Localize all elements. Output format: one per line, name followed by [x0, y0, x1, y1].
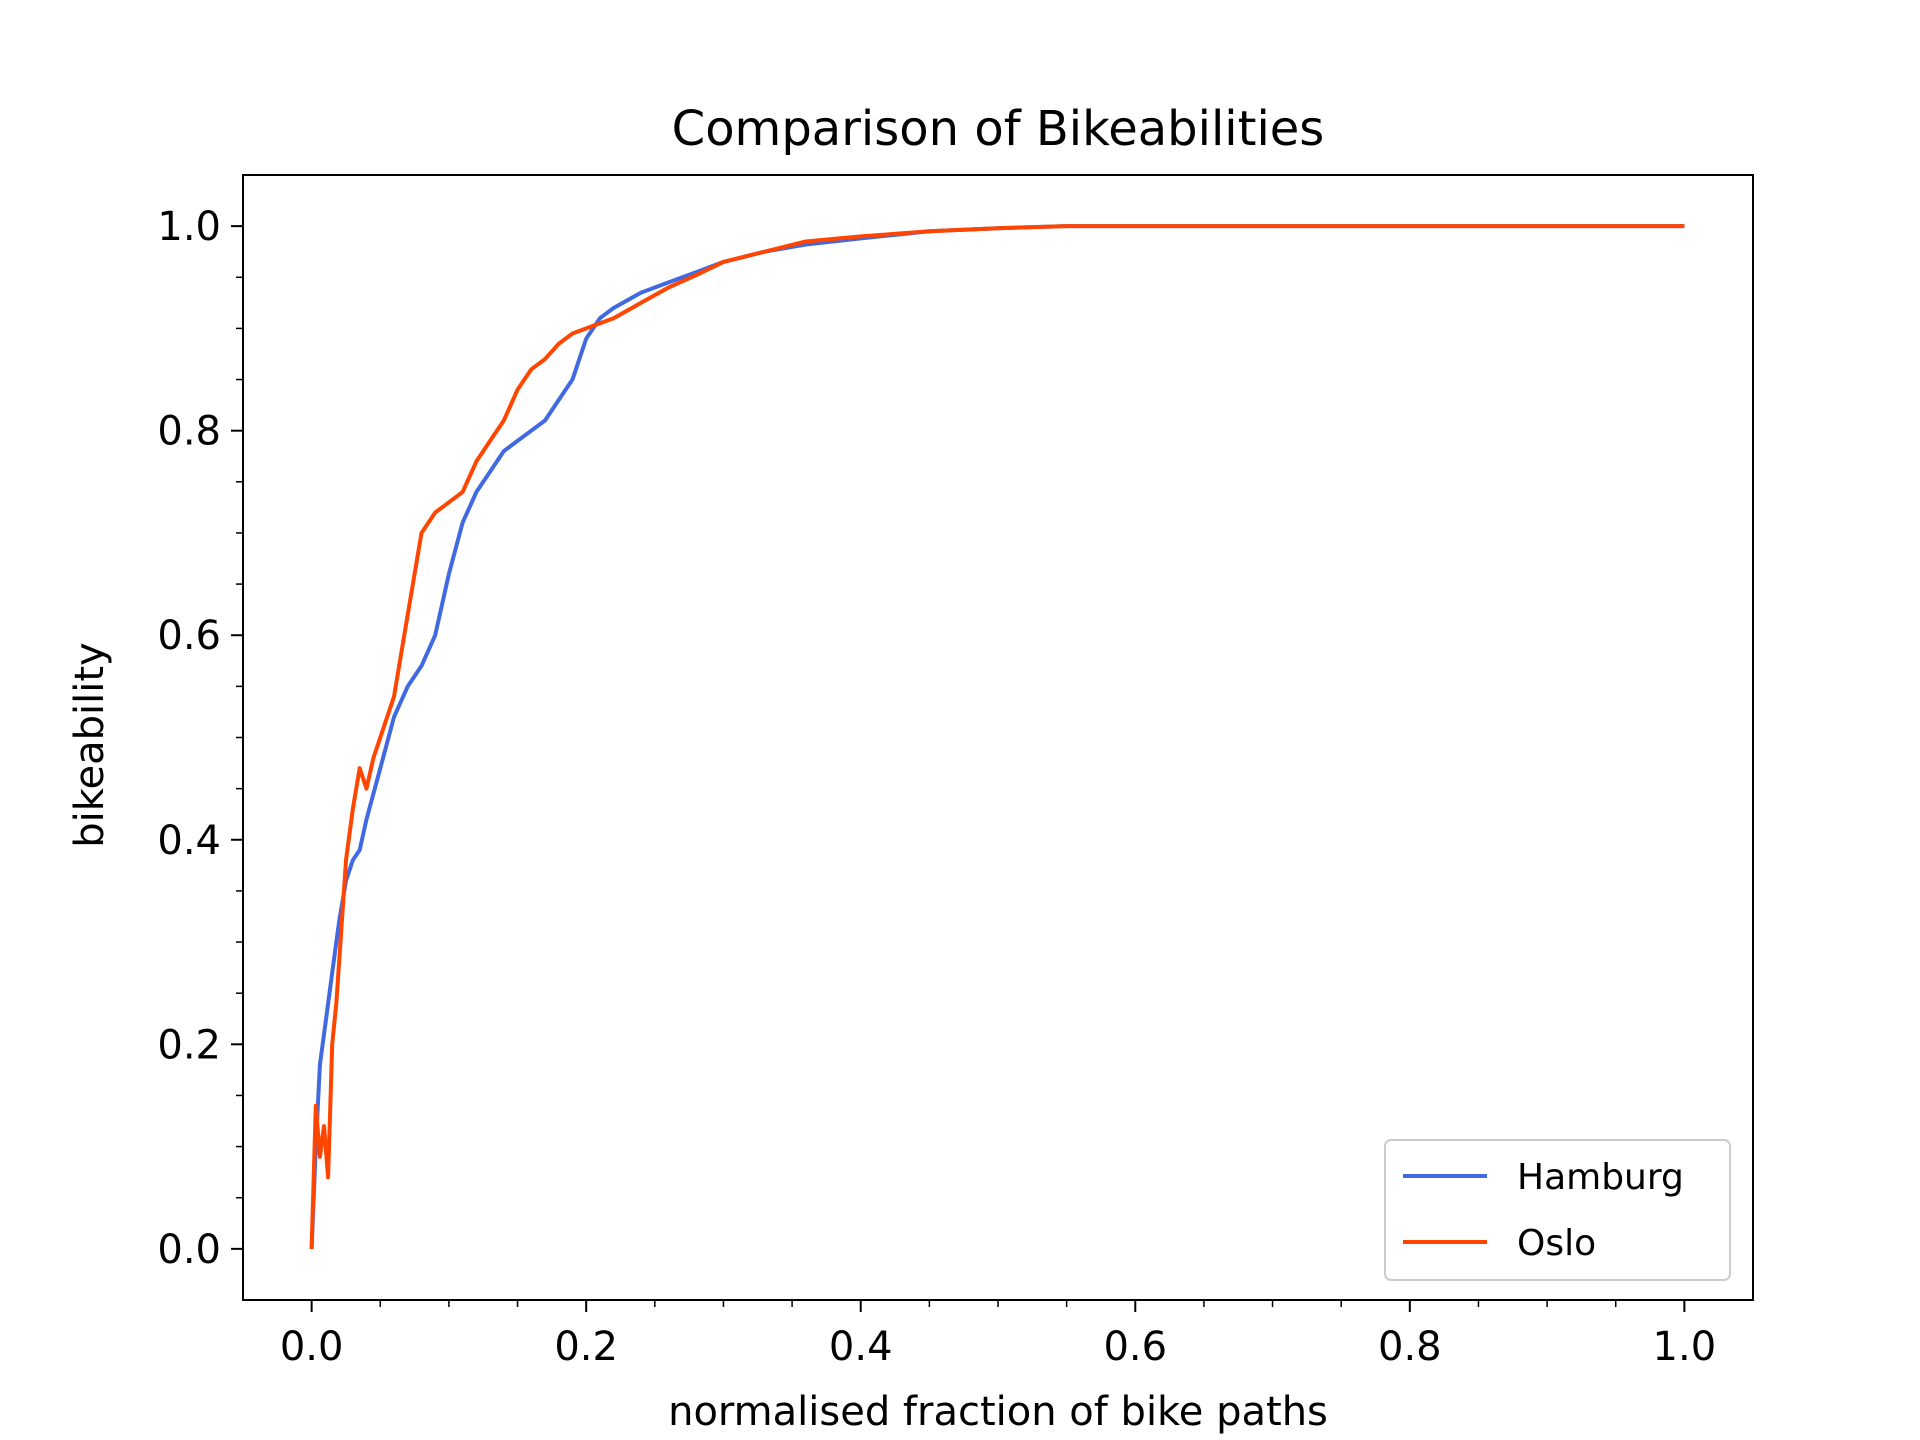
- x-tick-label: 0.6: [1103, 1324, 1167, 1370]
- series-lines: [309, 224, 1685, 1249]
- y-tick-label: 0.4: [157, 818, 221, 864]
- legend-label-hamburg: Hamburg: [1517, 1157, 1684, 1198]
- legend-label-oslo: Oslo: [1517, 1223, 1596, 1264]
- series-line-hamburg: [309, 224, 1685, 1249]
- y-tick-label: 0.2: [157, 1022, 221, 1068]
- y-tick-label: 0.0: [157, 1227, 221, 1273]
- y-tick-label: 1.0: [157, 204, 221, 250]
- x-tick-label: 0.0: [280, 1324, 344, 1370]
- plot-frame: [242, 174, 1754, 1301]
- y-tick-label: 0.8: [157, 409, 221, 455]
- x-axis: 0.0 0.2 0.4 0.6 0.8 1.0: [280, 1300, 1716, 1370]
- y-axis-label: bikeability: [67, 642, 113, 847]
- y-tick-label: 0.6: [157, 613, 221, 659]
- x-tick-label: 0.8: [1378, 1324, 1442, 1370]
- x-tick-label: 0.4: [829, 1324, 893, 1370]
- series-line-oslo: [309, 224, 1685, 1249]
- chart-title: Comparison of Bikeabilities: [672, 101, 1325, 157]
- legend: Hamburg Oslo: [1384, 1139, 1731, 1281]
- y-axis: 0.0 0.2 0.4 0.6 0.8 1.0: [157, 204, 243, 1273]
- x-axis-label: normalised fraction of bike paths: [668, 1389, 1328, 1435]
- x-tick-label: 1.0: [1653, 1324, 1717, 1370]
- x-tick-label: 0.2: [554, 1324, 618, 1370]
- plot-area: [242, 174, 1754, 1301]
